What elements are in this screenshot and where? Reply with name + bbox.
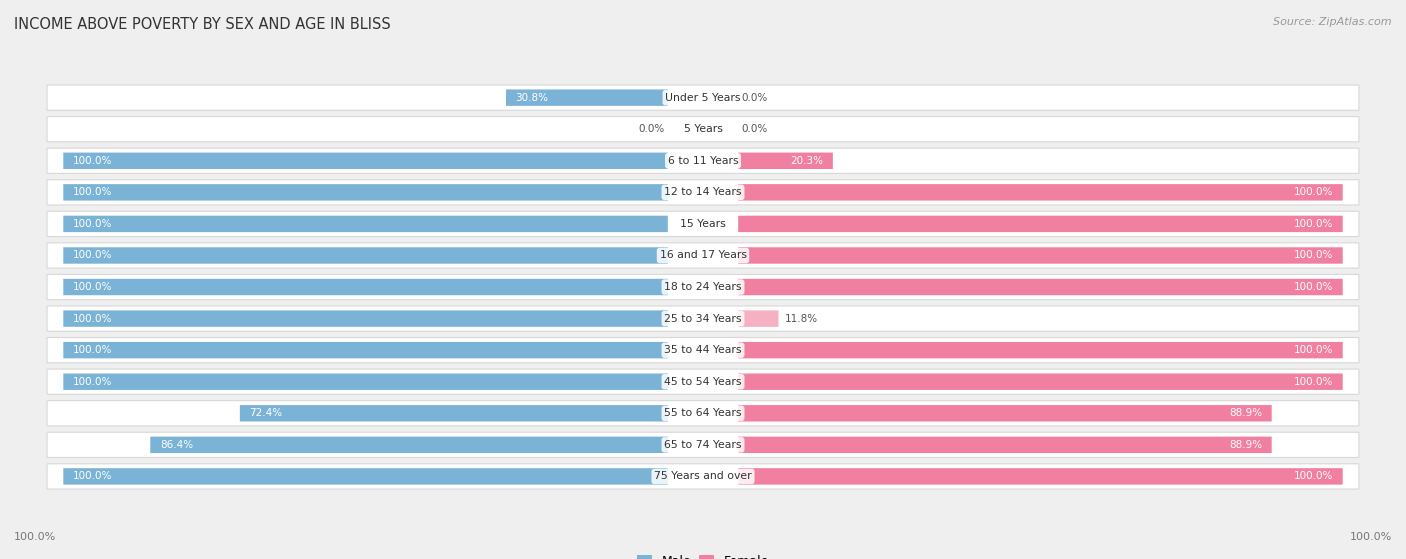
FancyBboxPatch shape xyxy=(46,85,1360,110)
FancyBboxPatch shape xyxy=(738,437,1271,453)
Text: Under 5 Years: Under 5 Years xyxy=(665,93,741,103)
FancyBboxPatch shape xyxy=(46,369,1360,394)
Text: 18 to 24 Years: 18 to 24 Years xyxy=(664,282,742,292)
FancyBboxPatch shape xyxy=(240,405,668,421)
FancyBboxPatch shape xyxy=(738,184,1343,201)
Text: 88.9%: 88.9% xyxy=(1229,408,1263,418)
Text: 16 and 17 Years: 16 and 17 Years xyxy=(659,250,747,260)
FancyBboxPatch shape xyxy=(738,310,779,327)
Text: 72.4%: 72.4% xyxy=(249,408,283,418)
FancyBboxPatch shape xyxy=(46,338,1360,363)
Text: 11.8%: 11.8% xyxy=(785,314,818,324)
Text: 100.0%: 100.0% xyxy=(1294,471,1333,481)
Text: 100.0%: 100.0% xyxy=(73,345,112,355)
Text: 45 to 54 Years: 45 to 54 Years xyxy=(664,377,742,387)
Text: 100.0%: 100.0% xyxy=(1294,345,1333,355)
Text: 20.3%: 20.3% xyxy=(790,156,824,166)
Text: Source: ZipAtlas.com: Source: ZipAtlas.com xyxy=(1274,17,1392,27)
Text: 100.0%: 100.0% xyxy=(73,187,112,197)
Text: INCOME ABOVE POVERTY BY SEX AND AGE IN BLISS: INCOME ABOVE POVERTY BY SEX AND AGE IN B… xyxy=(14,17,391,32)
Text: 100.0%: 100.0% xyxy=(73,156,112,166)
FancyBboxPatch shape xyxy=(46,211,1360,236)
Text: 100.0%: 100.0% xyxy=(73,282,112,292)
FancyBboxPatch shape xyxy=(46,148,1360,173)
Text: 100.0%: 100.0% xyxy=(1294,187,1333,197)
FancyBboxPatch shape xyxy=(46,432,1360,457)
Text: 75 Years and over: 75 Years and over xyxy=(654,471,752,481)
Text: 100.0%: 100.0% xyxy=(1294,219,1333,229)
FancyBboxPatch shape xyxy=(46,117,1360,142)
Text: 100.0%: 100.0% xyxy=(1294,250,1333,260)
Text: 15 Years: 15 Years xyxy=(681,219,725,229)
FancyBboxPatch shape xyxy=(63,247,668,264)
FancyBboxPatch shape xyxy=(63,342,668,358)
FancyBboxPatch shape xyxy=(738,405,1271,421)
FancyBboxPatch shape xyxy=(150,437,668,453)
Text: 5 Years: 5 Years xyxy=(683,124,723,134)
FancyBboxPatch shape xyxy=(738,468,1343,485)
FancyBboxPatch shape xyxy=(46,306,1360,331)
Text: 100.0%: 100.0% xyxy=(14,532,56,542)
FancyBboxPatch shape xyxy=(738,342,1343,358)
FancyBboxPatch shape xyxy=(738,279,1343,295)
Legend: Male, Female: Male, Female xyxy=(637,555,769,559)
Text: 12 to 14 Years: 12 to 14 Years xyxy=(664,187,742,197)
Text: 100.0%: 100.0% xyxy=(1294,282,1333,292)
Text: 100.0%: 100.0% xyxy=(73,377,112,387)
Text: 55 to 64 Years: 55 to 64 Years xyxy=(664,408,742,418)
Text: 100.0%: 100.0% xyxy=(73,219,112,229)
FancyBboxPatch shape xyxy=(46,179,1360,205)
FancyBboxPatch shape xyxy=(63,216,668,232)
Text: 65 to 74 Years: 65 to 74 Years xyxy=(664,440,742,450)
Text: 88.9%: 88.9% xyxy=(1229,440,1263,450)
FancyBboxPatch shape xyxy=(63,279,668,295)
FancyBboxPatch shape xyxy=(506,89,668,106)
Text: 0.0%: 0.0% xyxy=(741,93,768,103)
FancyBboxPatch shape xyxy=(738,373,1343,390)
Text: 100.0%: 100.0% xyxy=(73,250,112,260)
Text: 100.0%: 100.0% xyxy=(1294,377,1333,387)
FancyBboxPatch shape xyxy=(46,401,1360,426)
FancyBboxPatch shape xyxy=(63,373,668,390)
FancyBboxPatch shape xyxy=(63,310,668,327)
Text: 6 to 11 Years: 6 to 11 Years xyxy=(668,156,738,166)
Text: 100.0%: 100.0% xyxy=(73,471,112,481)
Text: 100.0%: 100.0% xyxy=(73,314,112,324)
FancyBboxPatch shape xyxy=(46,464,1360,489)
FancyBboxPatch shape xyxy=(738,216,1343,232)
Text: 25 to 34 Years: 25 to 34 Years xyxy=(664,314,742,324)
FancyBboxPatch shape xyxy=(46,274,1360,300)
FancyBboxPatch shape xyxy=(63,184,668,201)
Text: 0.0%: 0.0% xyxy=(638,124,665,134)
Text: 0.0%: 0.0% xyxy=(741,124,768,134)
FancyBboxPatch shape xyxy=(738,247,1343,264)
FancyBboxPatch shape xyxy=(63,153,668,169)
Text: 100.0%: 100.0% xyxy=(1350,532,1392,542)
FancyBboxPatch shape xyxy=(738,153,832,169)
FancyBboxPatch shape xyxy=(63,468,668,485)
Text: 86.4%: 86.4% xyxy=(160,440,193,450)
FancyBboxPatch shape xyxy=(46,243,1360,268)
Text: 30.8%: 30.8% xyxy=(516,93,548,103)
Text: 35 to 44 Years: 35 to 44 Years xyxy=(664,345,742,355)
